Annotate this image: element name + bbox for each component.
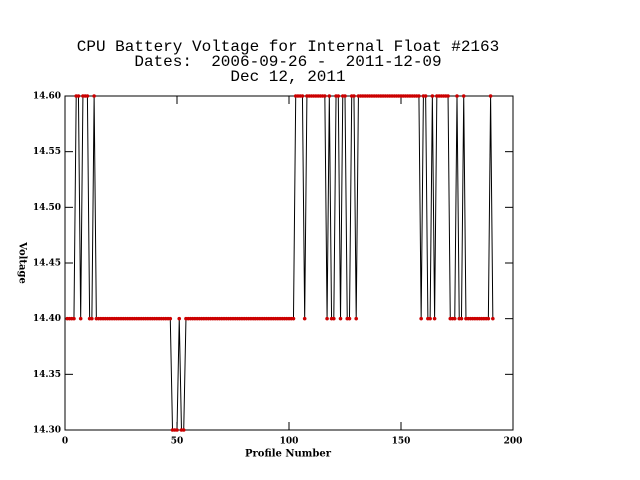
data-point bbox=[90, 316, 94, 321]
data-point bbox=[72, 316, 76, 321]
data-point bbox=[323, 94, 327, 98]
data-point bbox=[352, 94, 356, 98]
data-point bbox=[336, 94, 341, 98]
data-point bbox=[177, 316, 182, 321]
data-point bbox=[347, 316, 352, 321]
x-tick-label: 50 bbox=[171, 437, 184, 447]
x-tick-label: 100 bbox=[280, 437, 299, 447]
data-point bbox=[327, 94, 332, 98]
x-tick-label: 200 bbox=[504, 437, 523, 447]
y-tick-label: 14.55 bbox=[33, 147, 61, 157]
data-point bbox=[430, 94, 435, 98]
data-point bbox=[459, 316, 464, 321]
data-point bbox=[181, 428, 186, 432]
data-point bbox=[291, 316, 296, 321]
data-point bbox=[446, 94, 450, 98]
chart-subtitle: Dates: 2006-09-26 - 2011-12-09 bbox=[134, 53, 441, 71]
date-line: Dec 12, 2011 bbox=[230, 68, 345, 86]
data-point bbox=[85, 94, 90, 98]
data-line bbox=[67, 95, 494, 431]
y-tick-label: 14.40 bbox=[33, 314, 61, 324]
data-point bbox=[354, 316, 359, 321]
data-point bbox=[432, 316, 437, 321]
data-point bbox=[488, 94, 493, 98]
data-point bbox=[423, 94, 428, 98]
y-tick-label: 14.35 bbox=[33, 370, 61, 380]
data-point bbox=[343, 94, 347, 98]
y-tick-label: 14.50 bbox=[33, 203, 61, 213]
data-point bbox=[76, 94, 81, 98]
data-point bbox=[302, 316, 307, 321]
data-point bbox=[168, 316, 173, 321]
data-point bbox=[338, 316, 343, 321]
y-tick-label: 14.45 bbox=[33, 259, 61, 269]
data-point bbox=[419, 316, 423, 321]
data-point bbox=[461, 94, 466, 98]
y-axis-label: Voltage bbox=[17, 241, 28, 284]
data-point bbox=[417, 94, 421, 98]
data-point bbox=[428, 316, 432, 321]
y-tick-label: 14.30 bbox=[33, 426, 61, 436]
data-point bbox=[486, 316, 491, 321]
y-tick-label: 14.60 bbox=[33, 92, 61, 102]
x-axis-label: Profile Number bbox=[245, 449, 332, 460]
data-point bbox=[325, 316, 329, 321]
x-tick-label: 150 bbox=[392, 437, 411, 447]
plot-frame bbox=[64, 95, 514, 431]
data-point bbox=[332, 316, 336, 321]
data-point bbox=[300, 94, 305, 98]
data-point bbox=[452, 316, 457, 321]
data-point bbox=[78, 316, 83, 321]
chart-title: CPU Battery Voltage for Internal Float #… bbox=[77, 38, 499, 56]
data-point bbox=[175, 428, 179, 432]
data-point bbox=[455, 94, 459, 98]
data-point bbox=[491, 316, 495, 321]
x-tick-label: 0 bbox=[62, 437, 68, 447]
data-point bbox=[92, 94, 96, 98]
